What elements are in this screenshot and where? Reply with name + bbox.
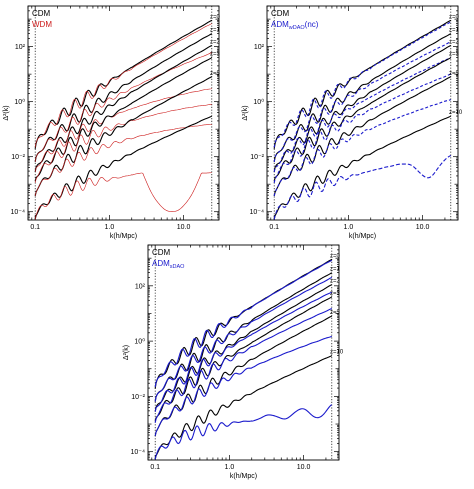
plot-frame [27, 5, 220, 221]
redshift-label: z=3 [210, 52, 221, 58]
y-tick-label: 10⁰ [253, 98, 264, 106]
cdm-curve-z10 [273, 115, 452, 220]
y-tick-label: 10⁻⁴ [11, 209, 26, 216]
cdm-curve-z10 [154, 355, 333, 460]
chart-panel-3: 0.1 1.0 10.0 10⁻⁴ 10⁻² 10⁰ 10² k(h/Mpc) Δ²(k) z=0… [123, 244, 344, 480]
y-tick-label: 10⁻² [250, 154, 264, 161]
curves [34, 19, 213, 220]
model-curve-z5 [34, 124, 212, 197]
cdm-curve-z2 [273, 44, 452, 173]
y-tick-label: 10² [135, 283, 146, 290]
legend-entry: WDM [32, 20, 52, 29]
x-tick-label: 0.1 [150, 464, 160, 471]
x-tick-label: 10.0 [416, 224, 430, 231]
model-curve-z2 [154, 291, 333, 412]
legend-entry: CDM [152, 248, 171, 257]
redshift-label: z=2 [330, 279, 341, 285]
model-curve-z3 [154, 307, 333, 423]
model-curve-z2 [273, 57, 452, 172]
cdm-curve-z5 [154, 315, 333, 436]
y-tick-label: 10⁻⁴ [250, 209, 265, 216]
cdm-curve-z2 [154, 284, 333, 412]
cdm-curve-z10 [34, 115, 213, 220]
model-curve-z10 [34, 172, 212, 220]
cdm-curve-z3 [154, 296, 333, 422]
chart-panel-2: 0.1 1.0 10.0 10⁻⁴ 10⁻² 10⁰ 10² k(h/Mpc) Δ²(k) z=0… [242, 5, 463, 240]
x-tick-label: 1.0 [344, 224, 354, 231]
redshift-label: z=10 [330, 350, 344, 356]
cdm-curve-z3 [273, 57, 452, 182]
cdm-curve-z2 [34, 44, 213, 173]
y-tick-label: 10⁻² [131, 394, 145, 401]
model-curve-z10 [273, 155, 452, 220]
y-tick-label: 10⁰ [14, 98, 25, 106]
legend-entry: ADMwDAO(nc) [271, 20, 319, 31]
x-tick-label: 0.1 [30, 224, 40, 231]
redshift-label: z=0 [449, 14, 460, 20]
cdm-curve-z5 [34, 76, 213, 197]
redshift-label: z=1 [210, 28, 221, 34]
model-curve-z2 [34, 88, 212, 172]
model-curve-z10 [154, 404, 333, 460]
x-tick-label: 1.0 [105, 224, 115, 231]
model-curve-z1 [273, 41, 452, 162]
redshift-label: z=2 [449, 40, 460, 46]
model-curve-z3 [34, 103, 212, 183]
y-axis-label: Δ²(k) [3, 105, 10, 120]
cdm-curve-z0 [154, 258, 333, 389]
x-tick-label: 10.0 [177, 224, 191, 231]
cdm-curve-z1 [273, 33, 452, 162]
x-axis-label: k(h/Mpc) [349, 233, 376, 240]
y-tick-label: 10² [254, 44, 265, 51]
redshift-label: z=5 [210, 71, 221, 77]
redshift-label: z=5 [330, 310, 341, 316]
y-tick-label: 10⁻⁴ [131, 449, 146, 456]
redshift-label: z=0 [210, 14, 221, 20]
x-tick-label: 0.1 [269, 224, 279, 231]
x-tick-label: 10.0 [297, 464, 311, 471]
redshift-label: z=0 [330, 253, 341, 259]
model-curve-z5 [154, 335, 332, 437]
model-curve-z5 [273, 99, 451, 197]
x-tick-label: 1.0 [225, 464, 235, 471]
cdm-curve-z1 [154, 272, 333, 402]
x-axis-label: k(h/Mpc) [230, 473, 257, 480]
model-curve-z0 [154, 259, 333, 388]
redshift-label: z=1 [449, 28, 460, 34]
cdm-curve-z5 [273, 76, 452, 197]
model-curve-z3 [273, 73, 452, 183]
redshift-label: z=3 [449, 52, 460, 58]
y-axis-label: Δ²(k) [242, 105, 249, 120]
x-axis-label: k(h/Mpc) [110, 233, 137, 240]
cdm-curve-z3 [34, 57, 213, 182]
redshift-label: z=2 [210, 40, 221, 46]
model-curve-z1 [34, 52, 212, 162]
model-curve-z0 [273, 21, 452, 148]
y-tick-label: 10⁰ [134, 338, 145, 346]
chart-panel-1: 0.1 1.0 10.0 10⁻⁴ 10⁻² 10⁰ 10² k(h/Mpc) Δ²(k) z=0… [3, 5, 221, 240]
y-tick-label: 10² [15, 44, 26, 51]
redshift-label: z=1 [330, 267, 341, 273]
y-tick-label: 10⁻² [11, 154, 25, 161]
redshift-label: z=5 [449, 71, 460, 77]
cdm-curve-z1 [34, 33, 213, 162]
model-curve-z1 [154, 276, 333, 402]
curves [154, 258, 333, 460]
redshift-label: z=10 [449, 110, 463, 116]
y-axis-label: Δ²(k) [123, 345, 130, 360]
curves [273, 19, 452, 220]
legend-entry: CDM [271, 9, 290, 18]
legend-entry: CDM [32, 9, 51, 18]
model-curve-z0 [34, 23, 212, 148]
plot-frame [266, 5, 459, 221]
redshift-label: z=3 [330, 291, 341, 297]
plot-frame [147, 244, 340, 461]
legend-entry: ADMsDAO [152, 259, 185, 270]
